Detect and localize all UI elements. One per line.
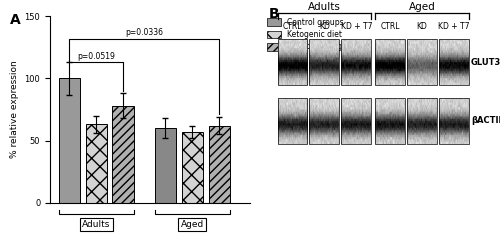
Text: Aged: Aged bbox=[408, 2, 436, 12]
Y-axis label: % relative expression: % relative expression bbox=[10, 61, 19, 158]
Bar bbox=[310, 98, 339, 144]
Bar bbox=[278, 98, 307, 144]
Text: KD + T7: KD + T7 bbox=[438, 22, 470, 31]
Bar bbox=[439, 98, 469, 144]
Text: KD: KD bbox=[319, 22, 330, 31]
Bar bbox=[278, 39, 307, 85]
Text: B: B bbox=[269, 7, 280, 21]
Bar bbox=[310, 39, 339, 85]
Text: Aged: Aged bbox=[180, 220, 204, 229]
Text: βACTIN: βACTIN bbox=[471, 116, 500, 125]
Legend: Control groups, Ketogenic diet, Triheptanoin groups: Control groups, Ketogenic diet, Trihepta… bbox=[264, 14, 366, 55]
Bar bbox=[408, 98, 437, 144]
Bar bbox=[58, 79, 80, 203]
Bar bbox=[182, 132, 203, 203]
Text: KD: KD bbox=[416, 22, 428, 31]
Text: p=0.0336: p=0.0336 bbox=[125, 28, 163, 38]
Text: Adults: Adults bbox=[82, 220, 110, 229]
Bar bbox=[376, 39, 405, 85]
Bar bbox=[112, 106, 134, 203]
Text: CTRL: CTRL bbox=[380, 22, 400, 31]
Text: KD + T7: KD + T7 bbox=[340, 22, 372, 31]
Bar bbox=[86, 124, 106, 203]
Bar bbox=[342, 98, 371, 144]
Bar bbox=[376, 98, 405, 144]
Text: CTRL: CTRL bbox=[282, 22, 302, 31]
Bar bbox=[342, 39, 371, 85]
Bar bbox=[408, 39, 437, 85]
Text: p=0.0519: p=0.0519 bbox=[77, 52, 115, 61]
Text: GLUT3: GLUT3 bbox=[471, 58, 500, 67]
Bar bbox=[155, 128, 176, 203]
Text: A: A bbox=[10, 13, 21, 27]
Bar bbox=[439, 39, 469, 85]
Text: Adults: Adults bbox=[308, 2, 340, 12]
Bar bbox=[208, 126, 230, 203]
